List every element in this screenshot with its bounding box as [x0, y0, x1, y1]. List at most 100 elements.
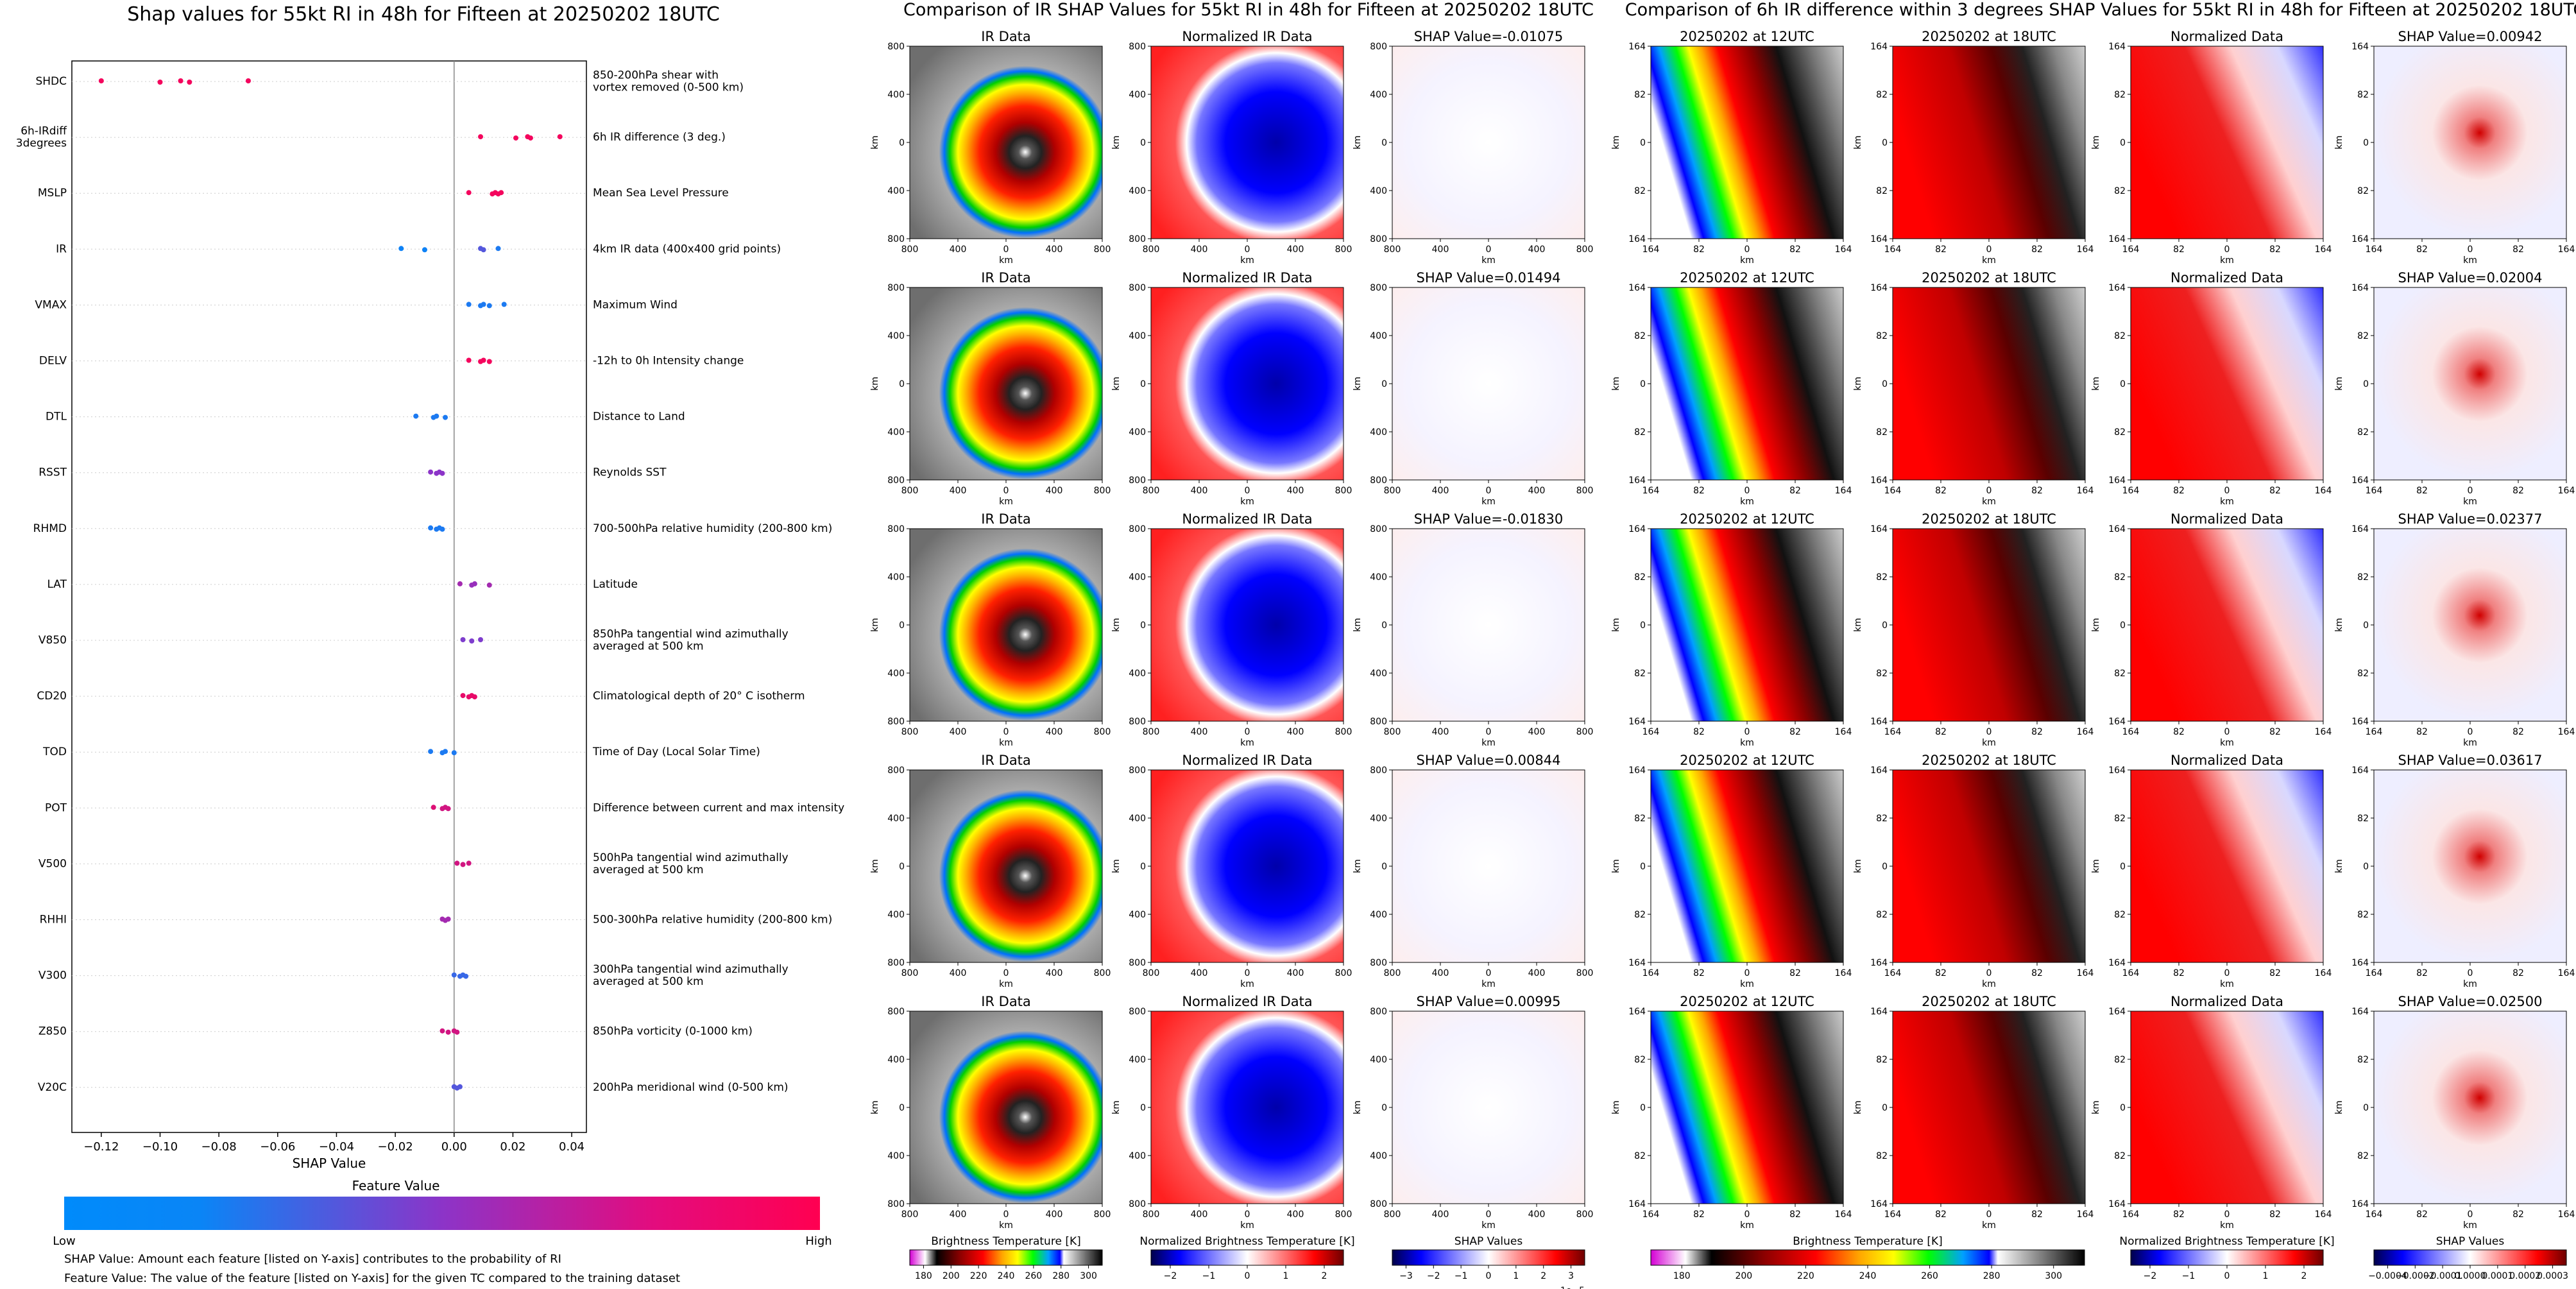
note-feature-value: Feature Value: The value of the feature … [64, 1272, 680, 1285]
y-tick-label: 400 [1370, 669, 1387, 679]
y-tick-label: 82 [2114, 814, 2126, 824]
panel: 20250202 at 18UTC1641648282008282164164k… [1853, 511, 2094, 748]
y-tick-label: 164 [2108, 42, 2126, 52]
x-tick-label: 0 [1986, 968, 1992, 978]
panel-title: Normalized IR Data [1182, 753, 1312, 768]
y-tick-label: 164 [1870, 765, 1888, 776]
y-tick-label: 164 [2351, 475, 2369, 486]
x-tick-label: 0 [1986, 727, 1992, 737]
y-tick-label: 0 [2120, 862, 2126, 872]
panel: 20250202 at 12UTC1641648282008282164164k… [1611, 270, 1852, 507]
x-axis-label: km [1481, 738, 1496, 748]
colorbar-tick-label: 220 [970, 1271, 987, 1281]
shap-point [527, 135, 533, 141]
panel-title: SHAP Value=0.01494 [1417, 270, 1561, 286]
colorbar-tick-label: 200 [1735, 1271, 1752, 1281]
panel-title: Normalized Data [2171, 511, 2283, 527]
y-tick-label: 82 [2114, 669, 2126, 679]
x-tick-label: 800 [1094, 244, 1111, 255]
x-axis-label: km [1982, 497, 1996, 507]
shap-point [98, 78, 104, 83]
panel: SHAP Value=0.008448008004004000040040080… [1352, 753, 1593, 989]
y-tick-label: 800 [1129, 234, 1146, 244]
colorbar-tick-label: 280 [1052, 1271, 1070, 1281]
panel: 20250202 at 18UTC1641648282008282164164k… [1853, 753, 2094, 989]
y-tick-label: 82 [1876, 814, 1888, 824]
colorbar-tick-label: 300 [2045, 1271, 2062, 1281]
middle-title: Comparison of IR SHAP Values for 55kt RI… [903, 0, 1594, 20]
x-tick-label: 82 [1693, 244, 1705, 255]
y-axis-label: km [1611, 135, 1621, 149]
panel: 20250202 at 12UTC1641648282008282164164k… [1611, 753, 1852, 989]
panel-image [1893, 1011, 2085, 1204]
x-tick-label: 0 [1003, 727, 1009, 737]
shap-point [495, 246, 501, 252]
y-tick-label: 164 [1870, 475, 1888, 486]
x-tick-label: 164 [1642, 727, 1660, 737]
shap-point [466, 190, 472, 196]
shap-point [501, 302, 507, 307]
colorbar-tick-label: −3 [1399, 1271, 1413, 1281]
panel-image [2131, 287, 2323, 480]
shap-point [460, 693, 466, 699]
panel: SHAP Value=0.036171641648282008282164164… [2334, 753, 2575, 989]
panel-title: 20250202 at 18UTC [1922, 29, 2056, 44]
colorbar-tick-label: 2 [1322, 1271, 1327, 1281]
x-tick-label: 82 [1935, 486, 1947, 496]
y-tick-label: 82 [2357, 669, 2369, 679]
y-tick-label: 800 [1129, 524, 1146, 534]
x-tick-label: 82 [2173, 486, 2185, 496]
y-tick-label: 0 [2120, 379, 2126, 389]
y-tick-label: 800 [887, 524, 905, 534]
x-tick-label: 0 [2224, 244, 2230, 255]
y-tick-label: 0 [2363, 620, 2369, 631]
x-tick-label: −0.10 [142, 1140, 178, 1154]
shap-point [454, 1029, 460, 1035]
x-axis-label: km [1740, 738, 1754, 748]
feature-label: RSST [38, 466, 67, 479]
y-axis-label: km [1853, 1100, 1863, 1114]
x-tick-label: 164 [1835, 486, 1852, 496]
y-tick-label: 82 [2357, 572, 2369, 583]
panel-title: 20250202 at 18UTC [1922, 270, 2056, 286]
panel-title: IR Data [981, 753, 1031, 768]
colorbar-tick-label: −2 [2144, 1271, 2157, 1281]
y-tick-label: 82 [1876, 1151, 1888, 1161]
y-tick-label: 82 [2357, 1151, 2369, 1161]
x-tick-label: 400 [1528, 1209, 1546, 1220]
feature-description: Latitude [593, 578, 638, 591]
feature-label: 6h-IRdiff 3degrees [16, 125, 68, 150]
x-tick-label: 164 [2558, 727, 2575, 737]
panel: Normalized IR Data8008004004000040040080… [1111, 270, 1352, 507]
y-tick-label: 400 [887, 910, 905, 920]
panel: Normalized Data1641648282008282164164kmk… [2091, 29, 2332, 266]
x-tick-label: 164 [1642, 1209, 1660, 1220]
panel-image [2374, 529, 2566, 721]
y-tick-label: 0 [1140, 620, 1146, 631]
y-tick-label: 400 [887, 814, 905, 824]
x-tick-label: 400 [950, 727, 967, 737]
y-axis-label: km [2091, 859, 2101, 873]
y-axis-label: km [1611, 377, 1621, 391]
y-tick-label: 0 [2120, 138, 2126, 148]
panel-title: Normalized IR Data [1182, 994, 1312, 1009]
x-axis-label: km [1982, 255, 1996, 266]
y-tick-label: 164 [1628, 283, 1646, 293]
x-tick-label: 0 [1003, 1209, 1009, 1220]
x-tick-label: 800 [1576, 486, 1594, 496]
y-tick-label: 400 [1370, 331, 1387, 341]
shap-point [439, 470, 445, 476]
y-tick-label: 400 [1370, 572, 1387, 583]
x-tick-label: 164 [2077, 1209, 2094, 1220]
y-tick-label: 82 [1634, 669, 1646, 679]
y-tick-label: 82 [1876, 186, 1888, 196]
y-tick-label: 0 [1140, 138, 1146, 148]
y-tick-label: 800 [887, 283, 905, 293]
x-tick-label: 400 [1191, 486, 1208, 496]
y-tick-label: 400 [887, 1055, 905, 1065]
panel-title: 20250202 at 12UTC [1680, 29, 1814, 44]
y-axis-label: km [1352, 1100, 1363, 1114]
x-tick-label: 164 [2315, 244, 2332, 255]
x-tick-label: 400 [1046, 968, 1063, 978]
y-tick-label: 400 [1129, 90, 1146, 100]
